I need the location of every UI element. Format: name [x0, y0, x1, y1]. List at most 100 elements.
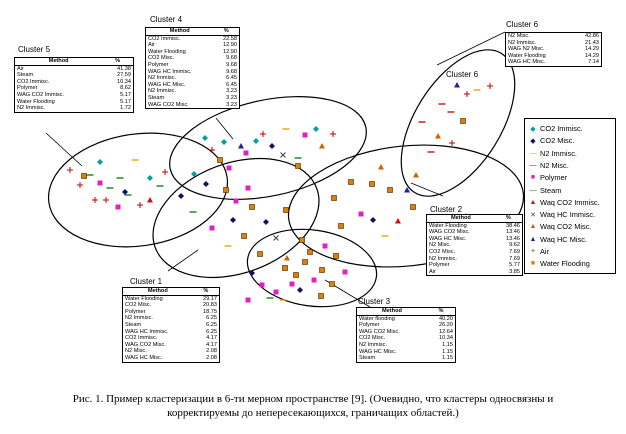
method-cell: Polymer — [429, 262, 450, 269]
method-cell: WAG HC Immisc. — [148, 68, 192, 75]
co2-misc-point — [370, 217, 376, 223]
polymer-point — [115, 204, 121, 210]
water-flooding-point — [302, 259, 308, 265]
cluster-4-table: Method% CO2 Immisc. 22.58 Air 12.90 Water Flo… — [145, 27, 240, 110]
percent-cell: 21.43 — [585, 39, 599, 46]
table-row: Water flooding 40.20 — [357, 315, 455, 322]
cluster-1-ellipse — [152, 157, 320, 279]
leader-cluster-5 — [45, 132, 83, 167]
waq-co2-misc-point — [378, 164, 384, 170]
waq-hc-misc-marker-icon: ▲ — [529, 235, 537, 243]
legend: ◆ CO2 Immisc. ◆ CO2 Misc. — N2 Immisc. — N2 Mis… — [524, 118, 616, 274]
percent-cell: 13.46 — [506, 229, 520, 236]
table-row: Air 3.85 — [427, 269, 522, 276]
legend-label: Waq HC Misc. — [540, 234, 587, 244]
method-cell: WAG CO2 Misc. — [125, 341, 166, 348]
table-row: Steam 27.59 — [15, 72, 133, 79]
table-row: CO2 Misc. 9.68 — [146, 55, 239, 62]
legend-label: Steam — [540, 185, 562, 195]
legend-item: ▲ Waq CO2 Immisc. — [529, 197, 600, 208]
water-flooding-point — [348, 179, 354, 185]
legend-label: Waq HC Immisc. — [540, 210, 596, 220]
percent-cell: 3.23 — [226, 101, 237, 108]
method-cell: WAG HC Immisc. — [125, 328, 169, 335]
table-row: N2 Immisc. 6.25 — [123, 315, 219, 322]
polymer-point — [302, 132, 308, 138]
cluster-4-title: Cluster 4 — [150, 15, 183, 24]
table-row: WAG CO2 Misc. 12.64 — [357, 329, 455, 336]
waq-hc-misc-point — [404, 187, 410, 193]
air-point — [487, 83, 493, 89]
co2-misc-point — [203, 181, 209, 187]
table-row: Air 12.90 — [146, 42, 239, 49]
percent-cell: 18.75 — [203, 308, 217, 315]
polymer-point — [226, 165, 232, 171]
co2-misc-point — [297, 287, 303, 293]
water-flooding-point — [217, 157, 223, 163]
table-row: N2 Misc. 42.86 — [506, 33, 601, 40]
cluster-1-title: Cluster 1 — [130, 277, 163, 286]
table-row: WAG CO2 Misc. 3.23 — [146, 102, 239, 109]
table-row: N2 Misc. 9.62 — [427, 242, 522, 249]
method-cell: Water Flooding — [17, 98, 55, 105]
air-point — [260, 131, 266, 137]
legend-label: N2 Immisc. — [540, 148, 577, 158]
method-cell: Air — [429, 268, 436, 275]
legend-label: CO2 Misc. — [540, 136, 575, 146]
water-flooding-point — [319, 267, 325, 273]
method-cell: WAG CO2 Immisc. — [17, 91, 65, 98]
method-cell: N2 Misc. — [125, 348, 147, 355]
method-cell: WAG HC Misc. — [508, 59, 546, 66]
table-row: WAG HC Immisc. 9.68 — [146, 69, 239, 76]
percent-cell: 9.62 — [509, 242, 520, 249]
polymer-point — [245, 185, 251, 191]
polymer-point — [311, 277, 317, 283]
water-flooding-point — [249, 204, 255, 210]
table-row: Steam 1.15 — [357, 355, 455, 362]
percent-cell: 4.17 — [206, 335, 217, 342]
table-header-method: Method — [146, 28, 214, 36]
caption-line-1: Рис. 1. Пример кластеризации в 6-ти мерн… — [72, 393, 554, 405]
air-point — [77, 182, 83, 188]
percent-cell: 14.29 — [585, 52, 599, 59]
figure-caption: Рис. 1. Пример кластеризации в 6-ти мерн… — [8, 392, 618, 420]
cluster-2-table: Method% Water Flooding 38.46 WAG CO2 Misc. 1… — [426, 214, 523, 277]
legend-label: Waq CO2 Misc. — [540, 222, 592, 232]
water-flooding-point — [318, 293, 324, 299]
method-cell: Water Flooding — [148, 48, 186, 55]
table-row: WAG HC Misc. 6.45 — [146, 82, 239, 89]
legend-item: + Air — [529, 246, 549, 257]
leader-cluster-1 — [167, 249, 199, 272]
co2-immisc-point — [313, 126, 319, 132]
table-row: CO2 Immisc. 4.17 — [123, 335, 219, 342]
table-row: CO2 Immisc. 10.34 — [15, 79, 133, 86]
water-flooding-point — [295, 163, 301, 169]
table-row: WAG N2 Misc. 14.29 — [506, 46, 601, 53]
method-cell: CO2 Misc. — [148, 55, 175, 62]
percent-cell: 1.15 — [442, 348, 453, 355]
air-marker-icon: + — [530, 248, 536, 255]
steam-marker-icon: — — [529, 186, 537, 194]
method-cell: N2 Misc. — [429, 242, 451, 249]
table-row: WAG HC Misc. 13.46 — [427, 236, 522, 243]
legend-label: Polymer — [540, 173, 568, 183]
percent-cell: 2.08 — [206, 348, 217, 355]
waq-co2-misc-point — [413, 172, 419, 178]
percent-cell: 12.64 — [439, 328, 453, 335]
air-point — [449, 140, 455, 146]
table-header-pct: % — [494, 215, 522, 223]
table-row: WAG CO2 Immisc. 5.17 — [15, 92, 133, 99]
co2-immisc-marker-icon: ◆ — [530, 125, 536, 133]
table-row: Polymer 26.20 — [357, 322, 455, 329]
table-row: Water Flooding 14.29 — [506, 53, 601, 60]
waq-hc-immisc-point — [273, 235, 279, 241]
percent-cell: 6.45 — [226, 81, 237, 88]
percent-cell: 9.68 — [226, 55, 237, 62]
co2-misc-point — [122, 189, 128, 195]
cluster-3-table: Method% Water flooding 40.20 Polymer 26.20 WA… — [356, 307, 456, 363]
water-flooding-point — [257, 251, 263, 257]
table-row: N2 Immisc. 7.69 — [427, 256, 522, 263]
method-cell: N2 Immisc. — [359, 341, 387, 348]
method-cell: CO2 Immisc. — [148, 35, 181, 42]
